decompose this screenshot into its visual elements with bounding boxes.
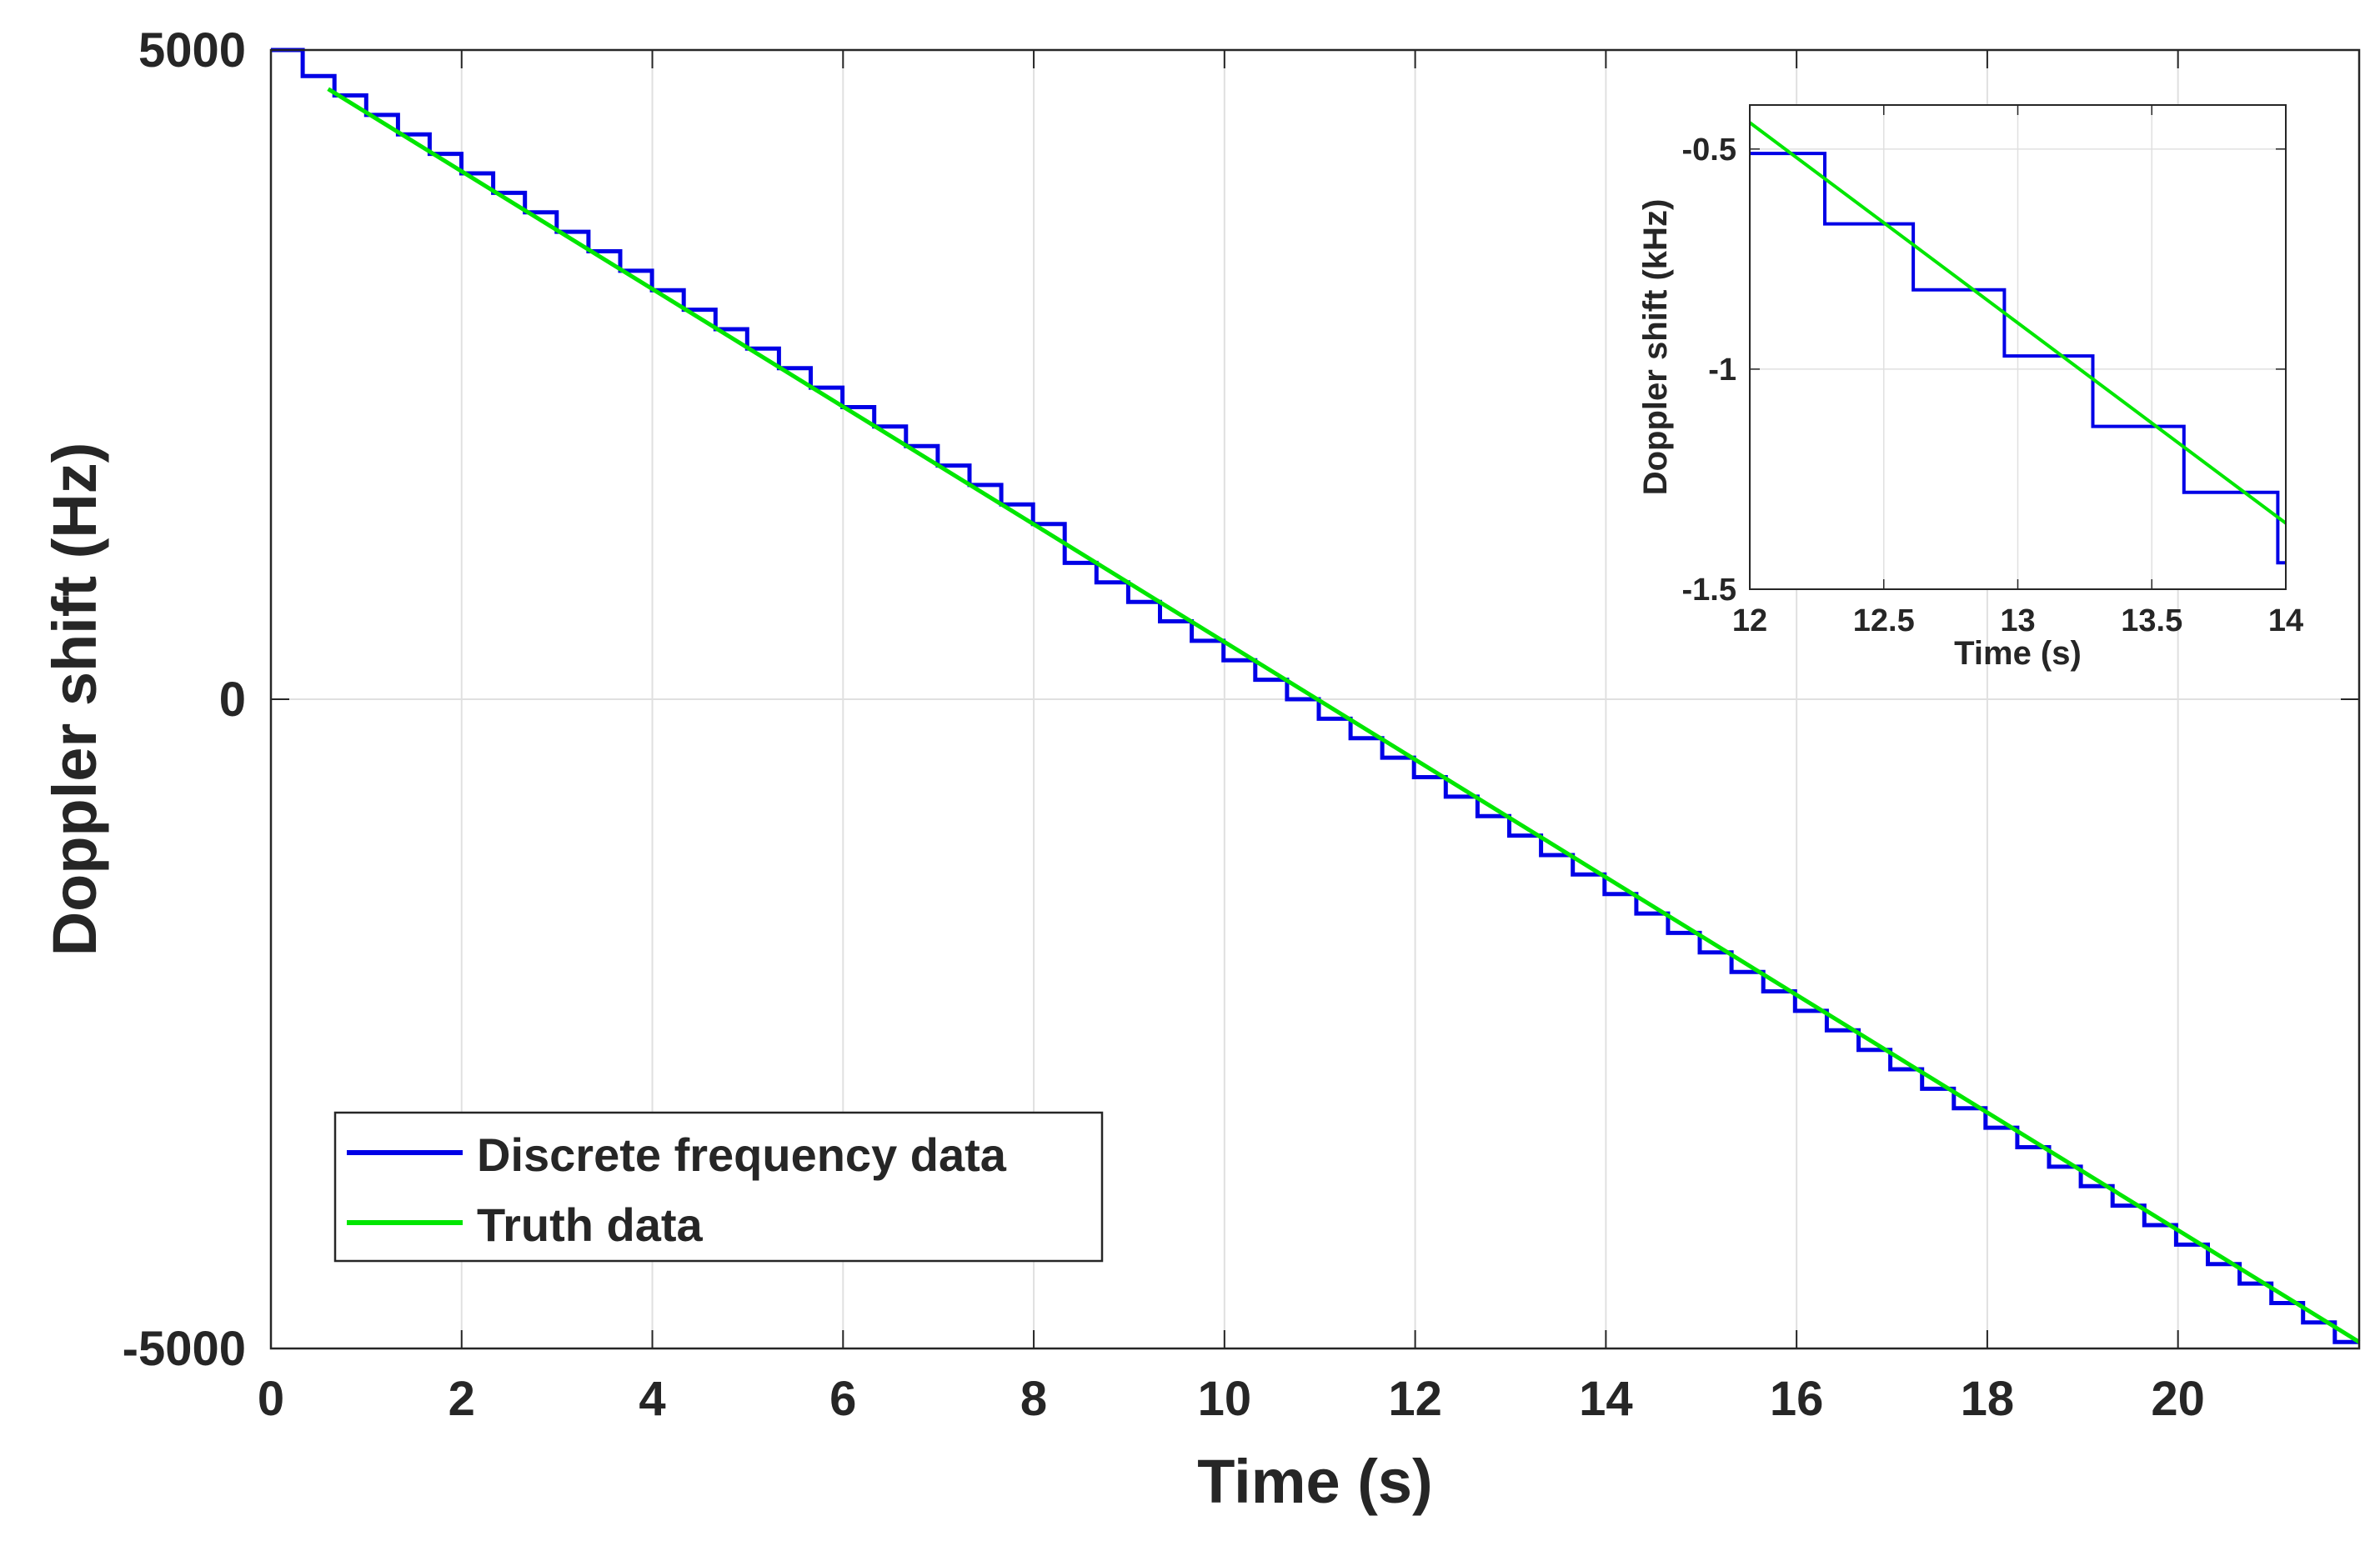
x-tick-label: 13.5 (2121, 603, 2182, 638)
inset-tick-marks (1749, 105, 2287, 590)
x-tick-label: 16 (1770, 1372, 1824, 1426)
x-tick-label: 12 (1388, 1372, 1442, 1426)
y-tick-label: -0.5 (1682, 133, 1736, 168)
main-x-tick-labels: 0 2 4 6 8 10 12 14 16 18 20 (258, 1372, 2205, 1426)
inset-series-discrete-frequency-data (1750, 152, 2286, 565)
main-y-axis-label: Doppler shift (Hz) (40, 443, 109, 957)
x-tick-label: 20 (2151, 1372, 2205, 1426)
x-tick-label: 2 (448, 1372, 475, 1426)
y-tick-label: 0 (219, 673, 246, 727)
inset-y-axis-label: Doppler shift (kHz) (1637, 199, 1674, 496)
inset-chart: 12 12.5 13 13.5 14 -1.5 -1 -0.5 Time (s) Doppl… (1637, 104, 2303, 672)
inset-x-axis-label: Time (s) (1954, 635, 2082, 672)
y-tick-label: -1.5 (1682, 573, 1736, 608)
x-tick-label: 18 (1961, 1372, 2015, 1426)
x-tick-label: 12.5 (1853, 603, 1915, 638)
legend: Discrete frequency data Truth data (333, 1111, 1104, 1263)
y-tick-label: 5000 (138, 23, 246, 78)
x-tick-label: 10 (1198, 1372, 1252, 1426)
inset-y-tick-labels: -1.5 -1 -0.5 (1682, 133, 1736, 608)
y-tick-label: -1 (1708, 353, 1736, 388)
main-y-tick-labels: -5000 0 5000 (123, 23, 246, 1376)
x-tick-label: 4 (639, 1372, 665, 1426)
series-truth-data (327, 87, 2361, 1344)
x-tick-label: 12 (1732, 603, 1767, 638)
legend-label-truth: Truth data (477, 1198, 704, 1251)
inset-x-tick-labels: 12 12.5 13 13.5 14 (1732, 603, 2303, 638)
x-tick-label: 14 (2268, 603, 2303, 638)
inset-series-layer (1748, 121, 2287, 565)
main-tick-marks (270, 49, 2359, 1349)
inset-series-truth-data (1748, 121, 2287, 525)
main-series-layer (271, 48, 2361, 1344)
x-tick-label: 6 (829, 1372, 856, 1426)
legend-box (333, 1111, 1104, 1263)
legend-label-discrete: Discrete frequency data (477, 1128, 1007, 1181)
main-x-axis-label: Time (s) (1197, 1447, 1432, 1516)
x-tick-label: 13 (2000, 603, 2035, 638)
y-tick-label: -5000 (123, 1322, 246, 1376)
x-tick-label: 0 (258, 1372, 284, 1426)
x-tick-label: 14 (1579, 1372, 1633, 1426)
x-tick-label: 8 (1020, 1372, 1047, 1426)
